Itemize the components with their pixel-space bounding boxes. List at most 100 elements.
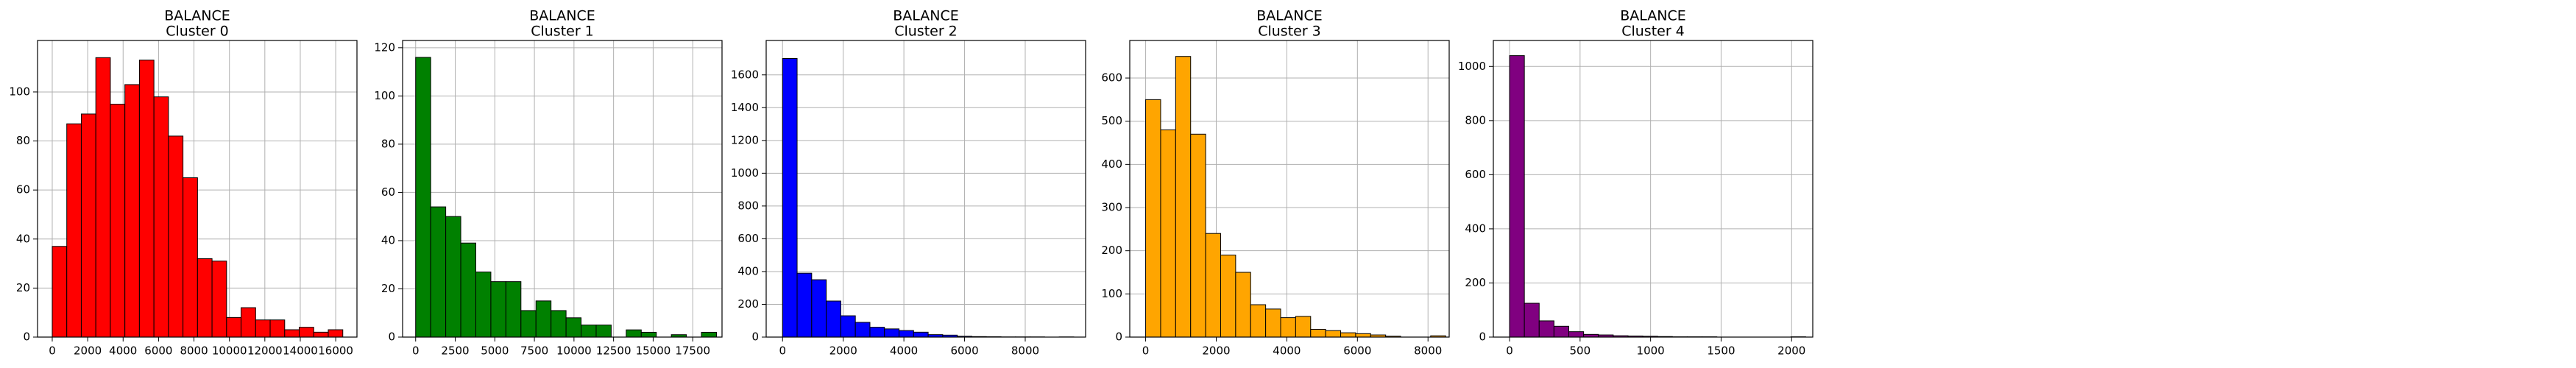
x-tick-label: 2000 (1202, 344, 1230, 358)
y-tick-label: 300 (1101, 201, 1122, 214)
bar (626, 329, 642, 338)
y-tick-label: 400 (737, 264, 759, 277)
x-tick-label: 6000 (950, 344, 978, 358)
bar (241, 307, 256, 338)
bar (595, 325, 612, 338)
bar (899, 330, 914, 338)
x-tick-label: 0 (779, 344, 786, 358)
y-tick-label: 0 (388, 330, 395, 344)
y-tick-label: 100 (9, 85, 30, 98)
y-tick-label: 500 (1101, 114, 1122, 127)
x-tick-label: 500 (1570, 344, 1591, 358)
y-tick-label: 1000 (1458, 60, 1486, 73)
bar (95, 57, 111, 338)
y-tick-label: 600 (1101, 71, 1122, 85)
x-tick-label: 5000 (481, 344, 509, 358)
bar (269, 319, 286, 338)
y-tick-label: 0 (1479, 330, 1486, 344)
bar (110, 104, 126, 338)
bar (1340, 332, 1356, 338)
y-tick-label: 0 (1115, 330, 1122, 344)
y-tick-label: 400 (1465, 222, 1486, 235)
y-tick-label: 1400 (731, 101, 759, 114)
x-tick-label: 12000 (247, 344, 283, 358)
x-tick-label: 2000 (1777, 344, 1805, 358)
y-tick-label: 60 (16, 183, 30, 197)
bar (581, 325, 597, 338)
x-tick-label: 2000 (74, 344, 102, 358)
x-tick-label: 15000 (636, 344, 671, 358)
bar (1265, 308, 1281, 338)
bar (153, 96, 169, 338)
bar (884, 328, 900, 338)
bar (520, 310, 537, 338)
y-tick-label: 200 (1101, 244, 1122, 257)
y-tick-label: 0 (23, 330, 30, 344)
x-tick-label: 2000 (829, 344, 857, 358)
bar (1235, 272, 1251, 338)
bar (1205, 233, 1221, 338)
y-tick-label: 1600 (731, 68, 759, 81)
x-tick-label: 6000 (144, 344, 172, 358)
y-tick-label: 1000 (731, 166, 759, 180)
bar (1145, 99, 1161, 338)
bar (826, 300, 841, 338)
bar (782, 57, 798, 338)
bar (168, 135, 184, 338)
bar (811, 279, 827, 338)
y-tick-label: 80 (16, 134, 30, 147)
x-tick-label: 0 (1142, 344, 1150, 358)
bar (1568, 331, 1585, 338)
bar (1190, 133, 1206, 338)
bar (124, 84, 140, 338)
y-tick-label: 600 (737, 232, 759, 245)
bar (313, 331, 329, 338)
chart-title: BALANCE (1620, 8, 1686, 24)
y-tick-label: 80 (381, 137, 395, 150)
bar (551, 310, 567, 338)
bar (869, 327, 885, 338)
x-tick-label: 7500 (520, 344, 548, 358)
bar (52, 246, 68, 338)
bar (505, 281, 522, 338)
axes-frame (1493, 40, 1814, 338)
axes-frame (765, 40, 1086, 338)
axes-frame (37, 40, 358, 338)
y-tick-label: 40 (16, 232, 30, 245)
x-tick-label: 4000 (1273, 344, 1301, 358)
x-tick-label: 4000 (890, 344, 918, 358)
x-tick-label: 16000 (318, 344, 353, 358)
bar (1160, 129, 1176, 338)
y-tick-label: 200 (737, 297, 759, 311)
bar (840, 315, 856, 338)
bar (796, 272, 813, 338)
chart-title: BALANCE (1256, 8, 1323, 24)
bar (1310, 328, 1326, 338)
bar (226, 316, 242, 338)
x-tick-label: 8000 (1414, 344, 1442, 358)
y-tick-label: 800 (1465, 113, 1486, 127)
bar (854, 322, 871, 338)
bar (80, 113, 96, 338)
bar (1325, 330, 1342, 338)
bar (1295, 316, 1312, 338)
bar (255, 319, 271, 338)
bar (913, 331, 929, 338)
x-tick-label: 8000 (1011, 344, 1039, 358)
chart-subtitle: Cluster 4 (1621, 24, 1685, 40)
y-tick-label: 60 (381, 185, 395, 199)
y-tick-label: 20 (16, 281, 30, 294)
x-tick-label: 1500 (1707, 344, 1735, 358)
x-tick-label: 12500 (596, 344, 631, 358)
x-tick-label: 2500 (441, 344, 469, 358)
x-tick-label: 1000 (1637, 344, 1665, 358)
bar (1355, 333, 1371, 338)
y-tick-label: 200 (1465, 276, 1486, 289)
bar (1553, 325, 1570, 338)
bar (1250, 304, 1267, 338)
y-tick-label: 40 (381, 233, 395, 247)
